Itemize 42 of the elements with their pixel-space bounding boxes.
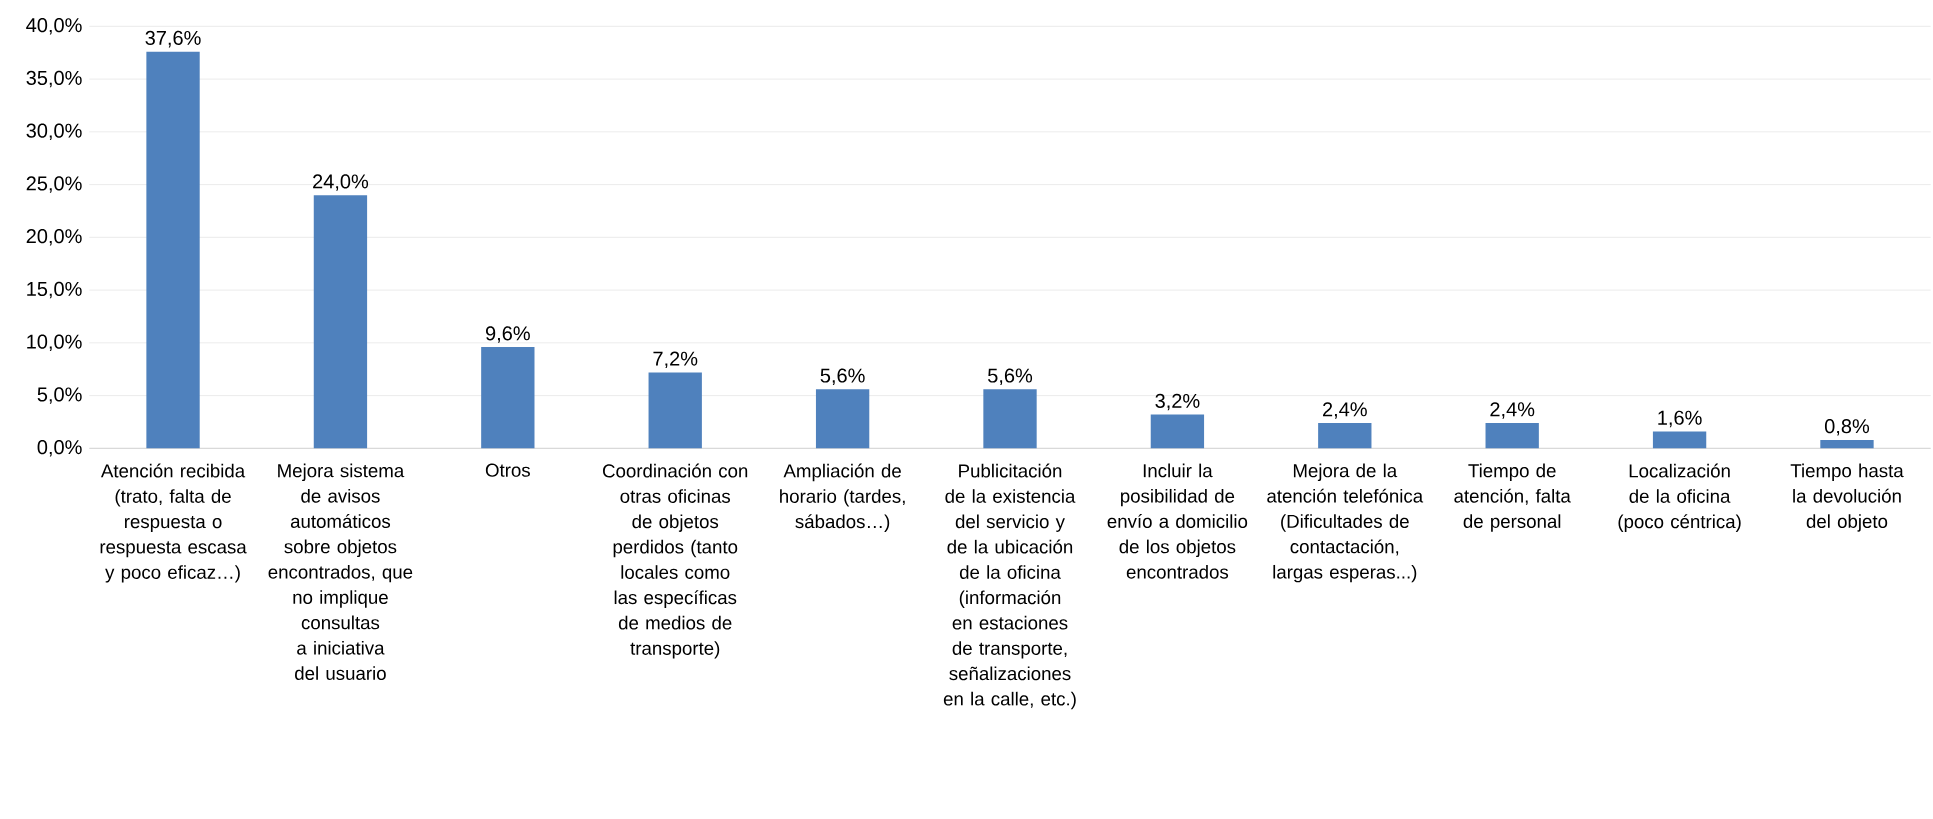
data-label: 7,2% [653,351,698,369]
data-label: 5,6% [988,368,1033,385]
y-tick-label: 40,0% [26,18,82,35]
bar [1318,423,1372,449]
bar [1820,439,1874,449]
x-tick-label: Otros [485,463,530,477]
category-label: Publicitación de la existencia del servicio y de la ubicación de la oficina (información en estaciones de transporte, señalizaciones en la calle, etc.) [943,463,1076,710]
data-label: 3,2% [1155,393,1200,411]
data-label: 24,0% [313,174,369,191]
y-tick-label: 35,0% [26,70,82,88]
bar [1652,431,1707,449]
bar [815,389,870,449]
y-tick-label: 30,0% [26,123,82,141]
x-tick-label: Tiempo hasta la devolución del objeto [1790,463,1904,532]
data-label: 9,6% [485,326,530,343]
bar [481,347,535,449]
data-label: 5,6% [820,368,865,385]
y-tick-label: 0,0% [37,440,82,457]
x-tick-label: Localización de la oficina (poco céntrica) [1618,463,1741,532]
y-tick-label: 5,0% [37,387,82,404]
bar [648,372,702,449]
data-label: 0,8% [1824,419,1870,436]
x-tick-label: Incluir la posibilidad de envío a domicilio de los objetos encontrados [1107,463,1248,579]
y-tick-label: 20,0% [26,229,82,246]
y-tick-label: 25,0% [26,176,82,193]
data-label: 2,4% [1323,402,1367,419]
bar [146,51,200,449]
bar [983,389,1037,449]
x-tick-label: Tiempo de atención, falta de personal [1454,463,1571,532]
y-tick-label: 10,0% [27,334,82,352]
data-label: 1,6% [1658,410,1702,428]
data-label: 2,4% [1490,402,1535,419]
bar [1150,414,1205,449]
x-tick-label: Ampliación de horario (tardes, sábados…) [780,463,905,532]
data-label: 37,6% [145,30,201,48]
category-label: Mejora sistema de avisos automáticos sobre objetos encontrados, que no implique consultas a iniciativa del usuario [268,463,413,680]
x-tick-label: Mejora de la atención telefónica (Dificultades de contactación, largas esperas...) [1267,463,1424,583]
x-tick-label: Atención recibida (trato, falta de respuesta o respuesta escasa y poco eficaz…) [100,463,247,583]
bar [1485,423,1539,449]
bar [313,195,368,449]
y-tick-label: 15,0% [27,281,82,299]
x-tick-label: Coordinación con otras oficinas de objetos perdidos (tanto locales como las específicas de medios de transporte) [603,463,748,659]
